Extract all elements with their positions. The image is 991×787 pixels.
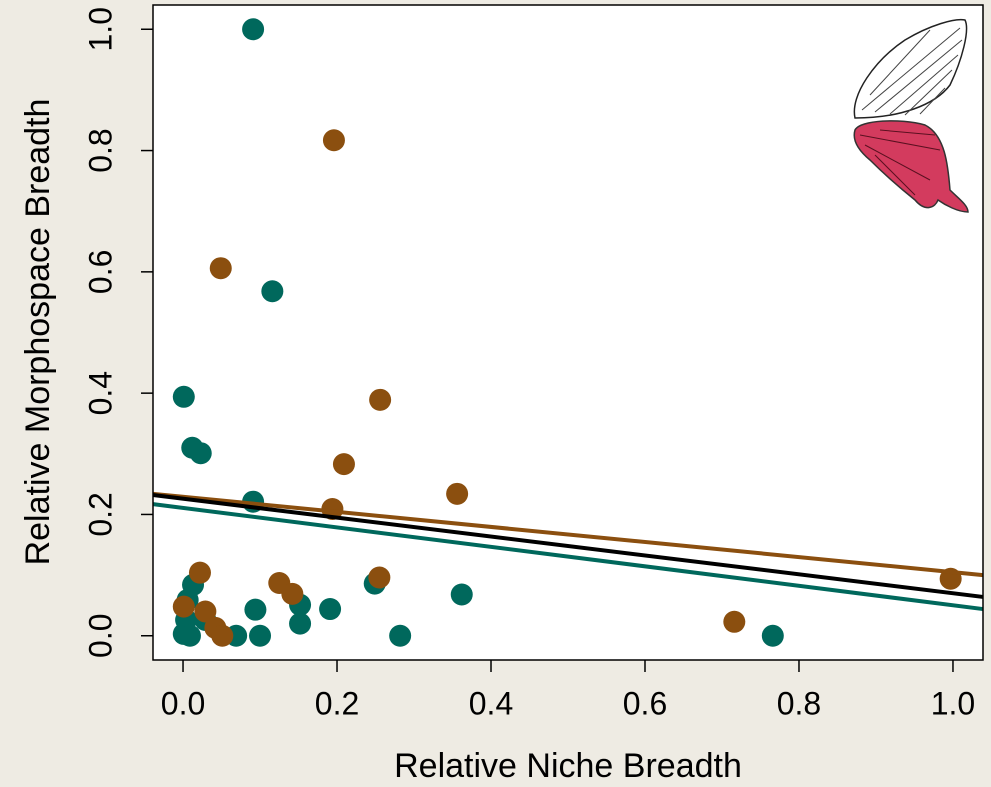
point — [368, 566, 391, 589]
point — [369, 388, 392, 411]
point — [450, 583, 473, 606]
point — [761, 624, 784, 647]
butterfly-illustration — [853, 18, 969, 213]
point — [723, 610, 746, 633]
point — [249, 624, 272, 647]
plot-frame — [152, 4, 984, 661]
x-tick-label: 0.2 — [315, 685, 359, 721]
point — [242, 18, 265, 41]
point — [319, 598, 342, 621]
x-tick-label: 0.4 — [469, 685, 513, 721]
point — [322, 129, 345, 152]
point — [446, 482, 469, 505]
fit-line — [152, 493, 984, 599]
x-tick-label: 1.0 — [931, 685, 975, 721]
point — [194, 600, 217, 623]
y-tick-label: 0.4 — [82, 371, 118, 415]
point — [172, 385, 195, 408]
point — [178, 624, 201, 647]
y-tick-label: 0.2 — [82, 492, 118, 536]
plot-area — [153, 5, 983, 660]
y-tick-label: 0.8 — [82, 128, 118, 172]
y-tick-label: 0.6 — [82, 250, 118, 294]
point — [211, 624, 234, 647]
point — [261, 280, 284, 303]
point — [281, 582, 304, 605]
x-axis-label: Relative Niche Breadth — [394, 747, 742, 785]
hindwing — [853, 120, 969, 213]
point — [389, 624, 412, 647]
plot — [152, 18, 984, 647]
y-axis-label: Relative Morphospace Breadth — [19, 99, 57, 566]
y-tick-label: 0.0 — [82, 613, 118, 657]
point — [209, 257, 232, 280]
forewing-veins — [861, 27, 963, 116]
x-tick-label: 0.0 — [161, 685, 205, 721]
fit-line — [152, 491, 984, 578]
point — [332, 453, 355, 476]
y-tick-label: 1.0 — [82, 7, 118, 51]
fit-line — [152, 502, 984, 612]
x-tick-label: 0.8 — [777, 685, 821, 721]
point — [189, 442, 212, 465]
point — [188, 561, 211, 584]
point — [172, 595, 195, 618]
hindwing-veins — [859, 129, 941, 196]
point — [244, 598, 267, 621]
x-tick-label: 0.6 — [623, 685, 667, 721]
point — [289, 612, 312, 635]
